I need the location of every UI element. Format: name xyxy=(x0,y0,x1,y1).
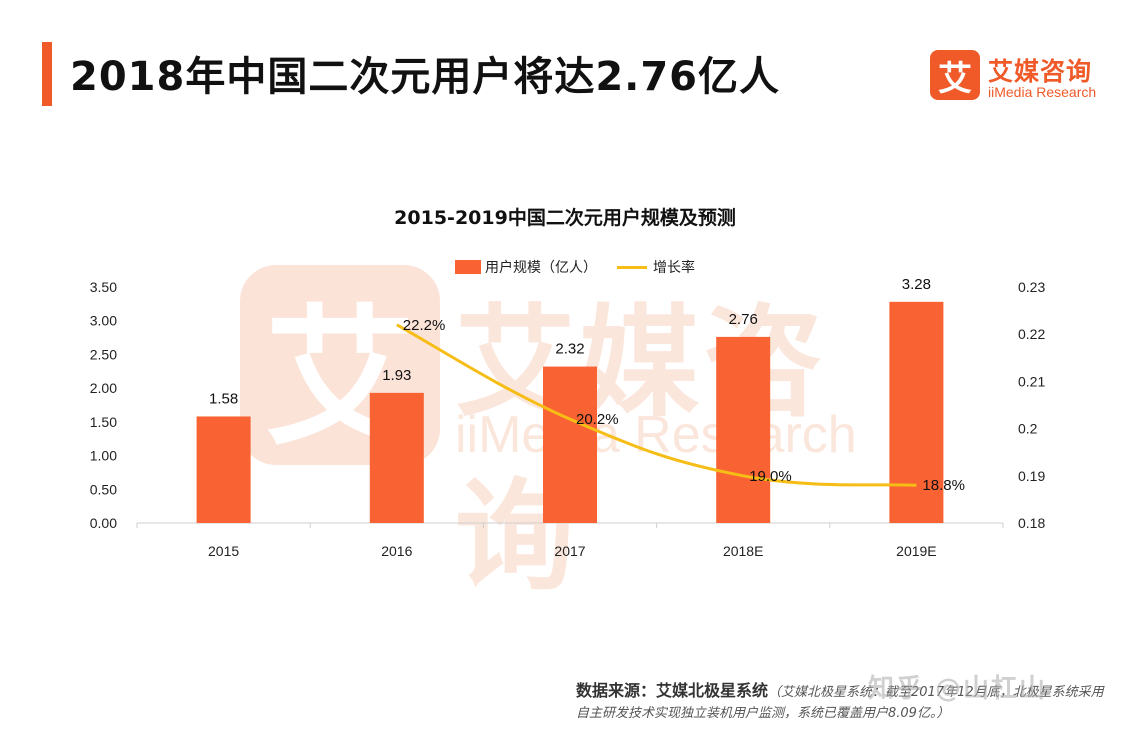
bar xyxy=(716,336,771,523)
y-left-tick-label: 0.50 xyxy=(90,481,117,497)
logo-name-cn: 艾媒咨询 xyxy=(988,57,1093,86)
x-tick-label: 2016 xyxy=(381,543,412,559)
y-left-tick-label: 3.00 xyxy=(90,313,117,329)
growth-rate-line xyxy=(396,323,917,487)
bar-data-label: 3.28 xyxy=(902,276,931,293)
x-tick-label: 2018E xyxy=(723,543,763,559)
line-data-label: 19.0% xyxy=(749,468,792,485)
source-label: 数据来源：艾媒北极星系统 xyxy=(576,681,769,700)
legend-line-swatch xyxy=(617,265,647,269)
page-title: 2018年中国二次元用户将达2.76亿人 xyxy=(70,54,781,100)
y-left-tick-label: 2.00 xyxy=(90,380,117,396)
y-left-tick-label: 2.50 xyxy=(90,346,117,362)
bar-data-label: 2.32 xyxy=(555,341,584,358)
data-source: 数据来源：艾媒北极星系统（艾媒北极星系统：截至2017年12月底，北极星系统采用… xyxy=(576,680,1116,724)
logo-name-en: iiMedia Research xyxy=(988,84,1097,100)
y-right-tick-label: 0.23 xyxy=(1018,279,1045,295)
logo-mark-icon: 艾 xyxy=(930,50,980,100)
chart-title: 2015-2019中国二次元用户规模及预测 xyxy=(394,207,736,229)
y-right-tick-label: 0.18 xyxy=(1018,515,1045,531)
y-right-tick-label: 0.21 xyxy=(1018,373,1045,389)
line-data-label: 20.2% xyxy=(576,411,619,428)
x-tick-label: 2015 xyxy=(208,543,239,559)
line-data-label: 22.2% xyxy=(403,317,446,334)
x-tick-label: 2017 xyxy=(554,543,585,559)
y-left-tick-label: 1.50 xyxy=(90,414,117,430)
bar-data-label: 2.76 xyxy=(729,311,758,328)
brand-logo: 艾 艾媒咨询 iiMedia Research xyxy=(930,50,1115,104)
y-right-tick-label: 0.19 xyxy=(1018,468,1045,484)
y-left-tick-label: 3.50 xyxy=(90,279,117,295)
y-right-tick-label: 0.22 xyxy=(1018,326,1045,342)
source-note: （艾媒北极星系统：截至2017年12月底，北极星系统采用自主研发技术实现独立装机… xyxy=(576,685,1104,721)
platform-watermark: 知乎 @山杠山 xyxy=(868,674,1048,704)
y-right-tick-label: 0.2 xyxy=(1018,421,1038,437)
bar xyxy=(196,416,251,523)
line-data-label: 18.8% xyxy=(922,477,965,494)
y-left-tick-label: 1.00 xyxy=(90,448,117,464)
legend-bar-label: 用户规模（亿人） xyxy=(485,260,597,276)
bar-data-label: 1.93 xyxy=(382,367,411,384)
chart-legend: 用户规模（亿人） 增长率 xyxy=(455,257,695,277)
title-accent-bar xyxy=(42,42,52,106)
legend-bar-swatch xyxy=(455,260,481,274)
bar xyxy=(543,366,597,523)
legend-line-label: 增长率 xyxy=(653,260,695,276)
x-tick-label: 2019E xyxy=(896,543,936,559)
y-left-tick-label: 0.00 xyxy=(90,515,117,531)
bar xyxy=(369,392,424,523)
bar-data-label: 1.58 xyxy=(209,390,238,407)
